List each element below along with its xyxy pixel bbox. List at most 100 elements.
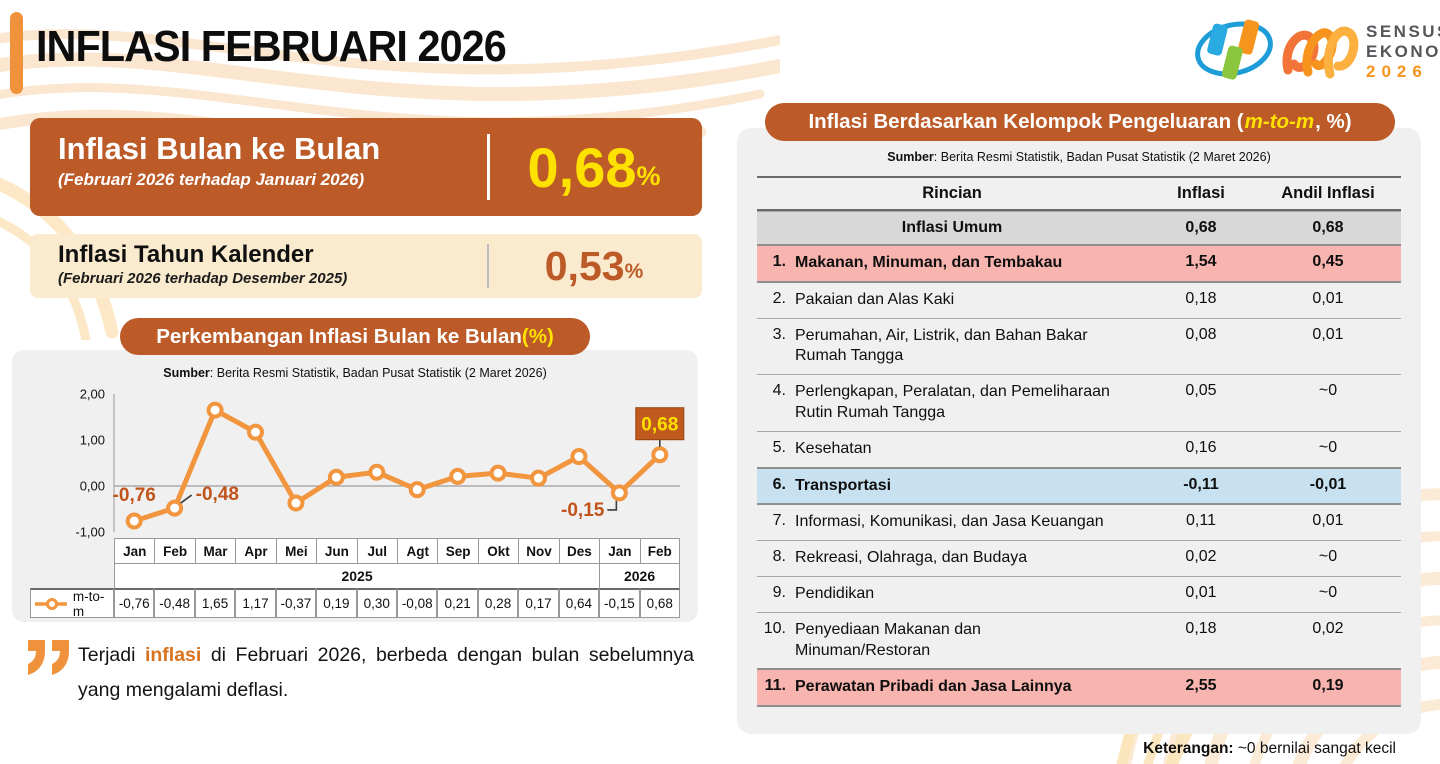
series-value-cell: -0,48: [154, 588, 195, 618]
ytd-card-divider: [487, 244, 489, 288]
table-footnote: Keterangan: ~0 bernilai sangat kecil: [1143, 740, 1396, 758]
chart-plot-area: 2,00 1,00 0,00 -1,00 -0,76 -0,48 -0,15 0,68: [75, 387, 685, 540]
annotation-box: [635, 407, 685, 441]
row-name: Informasi, Komunikasi, dan Jasa Keuangan: [795, 513, 1104, 531]
row-inflasi-value: 0,01: [1185, 583, 1217, 601]
quote-marks-icon: [28, 640, 69, 675]
data-point-marker: [206, 401, 224, 419]
row-number: 10.: [763, 619, 786, 637]
series-value-cell: 0,30: [356, 588, 397, 618]
quote-highlight: inflasi: [144, 644, 202, 666]
year-cell: 2026: [599, 564, 680, 588]
ytd-card-subtitle: (Februari 2026 terhadap Desember 2025): [58, 270, 348, 287]
row-andil-value: -0,01: [1309, 475, 1347, 493]
row-name: Perawatan Pribadi dan Jasa Lainnya: [795, 678, 1072, 696]
inflasi-bulan-ke-bulan-card: Inflasi Bulan ke Bulan (Februari 2026 te…: [30, 118, 702, 216]
row-andil-value: 0,45: [1312, 253, 1344, 270]
row-number: 11.: [764, 677, 786, 695]
data-point-marker: [610, 484, 628, 502]
sensus-text: SENSUS: [1366, 22, 1440, 41]
row-andil-value: 0,02: [1312, 619, 1344, 637]
annotation-label: -0,76: [113, 485, 156, 506]
table-row: 8. Rekreasi, Olahraga, dan Budaya 0,02 ~0: [757, 540, 1401, 576]
data-point-marker: [125, 512, 143, 530]
month-cell: Des: [558, 538, 600, 564]
table-title-post: , %): [1315, 110, 1352, 133]
year-cell: 2025: [114, 564, 600, 588]
row-name: Pakaian dan Alas Kaki: [795, 290, 955, 308]
table-source-text: : Berita Resmi Statistik, Badan Pusat St…: [933, 150, 1271, 164]
table-row: 11. Perawatan Pribadi dan Jasa Lainnya 2,5…: [757, 668, 1401, 708]
table-row: 3. Perumahan, Air, Listrik, dan Bahan Bak…: [757, 317, 1401, 375]
row-inflasi-value: 1,54: [1185, 253, 1217, 270]
y-tick-label: 2,00: [80, 387, 105, 402]
page-title: INFLASI FEBRUARI 2026: [36, 22, 507, 71]
chart-title-unit: (%): [521, 324, 554, 348]
data-point-marker: [530, 469, 547, 487]
table-header-row: Rincian Inflasi Andil Inflasi: [757, 178, 1401, 211]
data-point-marker: [489, 464, 507, 482]
quote-text: Terjadi inflasi di Februari 2026, berbed…: [78, 638, 694, 708]
series-value-cell: 0,28: [477, 588, 519, 618]
mtm-value-unit: %: [636, 160, 661, 191]
series-value-cell: 0,17: [518, 588, 559, 618]
y-tick-label: 1,00: [80, 433, 105, 448]
row-number: 2.: [772, 289, 786, 307]
month-cell: Nov: [518, 538, 559, 564]
row-number: 4.: [772, 382, 786, 400]
ytd-card-value: 0,53 %: [486, 234, 702, 298]
column-header-inflasi: Inflasi: [1177, 184, 1225, 202]
mtm-line-chart: 2,00 1,00 0,00 -1,00 -0,76 -0,48 -0,15 0,68 Jan…: [30, 387, 685, 619]
annotation-leader: [180, 494, 193, 504]
row-name: Pendidikan: [795, 584, 875, 602]
month-cell: Jan: [114, 538, 155, 564]
table-title-pre: Inflasi Berdasarkan Kelompok Pengeluaran…: [808, 110, 1244, 133]
month-cell: Mar: [194, 538, 236, 564]
month-cell: Feb: [154, 538, 195, 564]
series-value-cell: 0,21: [437, 588, 478, 618]
y-tick-label: 0,00: [80, 479, 105, 494]
sensus-ekonomi-ribbon-icon: [1282, 26, 1359, 79]
table-row: 2. Pakaian dan Alas Kaki 0,18 0,01: [757, 283, 1401, 318]
legend-series-name: m-to-m: [72, 588, 105, 619]
column-header-rincian: Rincian: [922, 184, 982, 202]
data-point-marker: [570, 448, 588, 466]
chart-year-axis-row: 2025 2026: [30, 564, 680, 588]
mtm-value-number: 0,68: [527, 135, 637, 199]
chart-source-text: : Berita Resmi Statistik, Badan Pusat St…: [209, 366, 547, 380]
inflasi-tahun-kalender-card: Inflasi Tahun Kalender (Februari 2026 te…: [30, 234, 702, 298]
annotation-label: -0,15: [561, 500, 605, 521]
row-number: 5.: [772, 438, 786, 456]
data-point-marker: [368, 463, 386, 481]
row-name: Kesehatan: [795, 439, 872, 457]
month-cell: Sep: [437, 538, 478, 564]
chart-month-axis-row: Jan Feb Mar Apr Mei Jun Jul Agt Sep Okt Nov Des Jan F…: [30, 538, 680, 564]
mtm-card-title: Inflasi Bulan ke Bulan: [58, 131, 381, 166]
expenditure-group-table: Rincian Inflasi Andil Inflasi Inflasi Um…: [757, 176, 1401, 708]
quote-post: di Februari 2026, berbeda dengan bulan s…: [78, 644, 694, 702]
row-number: 1.: [772, 253, 786, 270]
row-andil-value: 0,01: [1312, 325, 1344, 343]
annotation-label: 0,68: [641, 415, 678, 436]
row-inflasi-value: 2,55: [1185, 677, 1217, 695]
row-number: 9.: [772, 583, 786, 601]
row-inflasi-value: 0,18: [1185, 289, 1217, 307]
legend-line-marker-icon: [35, 597, 67, 610]
table-row: 4. Perlengkapan, Peralatan, dan Pemelihar…: [757, 374, 1401, 431]
data-point-marker: [166, 499, 184, 517]
sensus-ekonomi-wordmark: SENSUS EKONOMI 2026: [1366, 22, 1440, 82]
chart-legend-row: m-to-m -0,76 -0,48 1,65 1,17 -0,37 0,19 0,30 -0,…: [30, 588, 680, 619]
chart-source: Sumber: Berita Resmi Statistik, Badan Pu…: [12, 366, 698, 380]
row-number: 3.: [772, 325, 786, 343]
y-tick-label: -1,00: [75, 525, 105, 540]
row-name: Rekreasi, Olahraga, dan Budaya: [795, 549, 1028, 567]
row-inflasi-value: 0,18: [1185, 619, 1217, 637]
table-title-mtom: m-to-m: [1244, 110, 1315, 133]
column-header-andil: Andil Inflasi: [1281, 184, 1375, 202]
row-andil-value: 0,19: [1312, 677, 1344, 695]
mtm-card-value: 0,68 %: [486, 118, 702, 216]
series-value-cell: -0,15: [599, 588, 640, 618]
month-cell: Okt: [477, 538, 519, 564]
chart-title: Perkembangan Inflasi Bulan ke Bulan: [156, 324, 522, 348]
